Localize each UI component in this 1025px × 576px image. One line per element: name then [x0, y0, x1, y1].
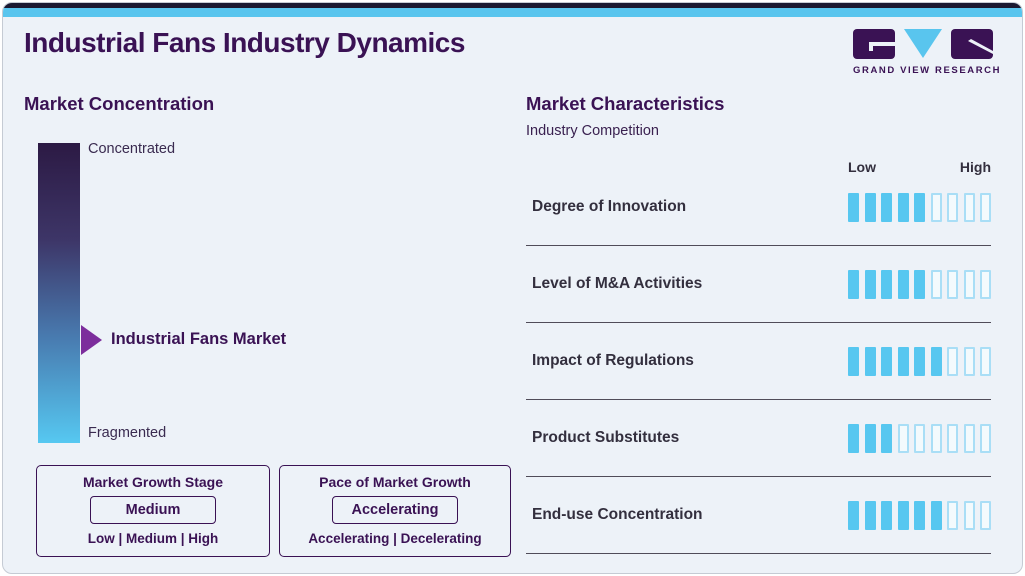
characteristic-label: Level of M&A Activities [532, 275, 703, 292]
rating-segment-filled [848, 346, 859, 376]
rating-segment-filled [897, 500, 909, 530]
rating-scale-labels: Low High [848, 159, 991, 175]
rating-segment-empty [930, 192, 942, 222]
rating-segment-filled [881, 500, 892, 530]
market-concentration-heading: Market Concentration [24, 93, 215, 114]
characteristic-label: End-use Concentration [532, 506, 703, 523]
rating-segment-filled [848, 192, 859, 222]
rating-segment-empty [947, 192, 958, 222]
characteristic-label: Product Substitutes [532, 429, 680, 446]
rating-segment-empty [963, 423, 975, 453]
rating-segment-empty [963, 500, 975, 530]
rating-segment-empty [897, 423, 909, 453]
characteristic-row: Level of M&A Activities [526, 246, 991, 323]
scale-low-label: Low [848, 159, 876, 175]
grand-view-research-logo: GRAND VIEW RESEARCH [853, 29, 1002, 76]
characteristic-row: Degree of Innovation [526, 169, 991, 246]
scale-high-label: High [959, 159, 991, 175]
rating-segment-empty [947, 269, 958, 299]
characteristic-label: Degree of Innovation [532, 198, 687, 215]
industry-competition-subheading: Industry Competition [526, 123, 659, 139]
rating-segment-filled [930, 500, 942, 530]
rating-segment-filled [864, 192, 876, 222]
logo-brand-text: GRAND VIEW RESEARCH [853, 65, 1002, 76]
rating-segment-filled [881, 269, 892, 299]
rating-segment-empty [947, 500, 958, 530]
characteristic-label: Impact of Regulations [532, 352, 694, 369]
rating-segment-empty [980, 500, 991, 530]
gvr-logo-icon [853, 29, 993, 61]
characteristic-row: End-use Concentration [526, 477, 991, 554]
logo-v-glyph [904, 29, 942, 58]
rating-segment-filled [914, 269, 925, 299]
rating-segment-filled [897, 346, 909, 376]
rating-segment-empty [980, 423, 991, 453]
rating-segment-filled [848, 423, 859, 453]
logo-g-glyph [853, 29, 895, 59]
rating-segment-filled [930, 346, 942, 376]
top-cyan-strip [3, 8, 1022, 17]
rating-segment-filled [848, 269, 859, 299]
rating-segment-filled [864, 269, 876, 299]
characteristic-row: Product Substitutes [526, 400, 991, 477]
pace-of-growth-value: Accelerating [332, 496, 458, 524]
top-navy-strip [3, 3, 1022, 8]
rating-segment-empty [930, 269, 942, 299]
rating-segment-empty [980, 192, 991, 222]
rating-segment-empty [963, 192, 975, 222]
rating-segment-empty [963, 269, 975, 299]
market-characteristics-heading: Market Characteristics [526, 93, 725, 114]
concentrated-label: Concentrated [88, 141, 176, 157]
market-characteristics-section: Market Characteristics Industry Competit… [526, 93, 991, 554]
characteristic-row: Impact of Regulations [526, 323, 991, 400]
rating-segment-filled [914, 346, 925, 376]
rating-segment-empty [947, 346, 958, 376]
pace-of-growth-options: Accelerating | Decelerating [308, 531, 482, 546]
characteristics-list: Degree of Innovation Level of M&A Activi… [526, 169, 991, 554]
pace-of-growth-title: Pace of Market Growth [319, 474, 471, 490]
rating-segment-filled [914, 192, 925, 222]
rating-segment-filled [864, 500, 876, 530]
rating-segment-filled [881, 346, 892, 376]
rating-segment-empty [980, 269, 991, 299]
rating-segment-filled [864, 423, 876, 453]
fragmented-label: Fragmented [88, 425, 167, 441]
rating-segment-empty [980, 346, 991, 376]
growth-stage-title: Market Growth Stage [82, 474, 224, 490]
rating-segment-filled [848, 500, 859, 530]
rating-segment-filled [881, 192, 892, 222]
growth-stage-options: Low | Medium | High [87, 531, 219, 546]
rating-segment-empty [963, 346, 975, 376]
rating-segment-filled [864, 346, 876, 376]
market-position-arrow-icon [81, 325, 102, 355]
rating-segment-empty [947, 423, 958, 453]
rating-segment-empty [930, 423, 942, 453]
market-growth-stage-box: Market Growth Stage Medium Low | Medium … [36, 465, 270, 557]
rating-bar [848, 269, 991, 299]
rating-segment-filled [914, 500, 925, 530]
page-title: Industrial Fans Industry Dynamics [24, 27, 465, 58]
rating-segment-empty [914, 423, 925, 453]
rating-segment-filled [881, 423, 892, 453]
rating-bar [848, 346, 991, 376]
market-position-label: Industrial Fans Market [111, 330, 287, 348]
rating-bar [848, 500, 991, 530]
rating-segment-filled [897, 192, 909, 222]
concentration-gradient-bar [38, 143, 80, 443]
rating-bar [848, 423, 991, 453]
rating-bar [848, 192, 991, 222]
rating-segment-filled [897, 269, 909, 299]
growth-stage-value: Medium [90, 496, 216, 524]
pace-of-growth-box: Pace of Market Growth Accelerating Accel… [279, 465, 511, 557]
logo-r-glyph [951, 29, 993, 59]
